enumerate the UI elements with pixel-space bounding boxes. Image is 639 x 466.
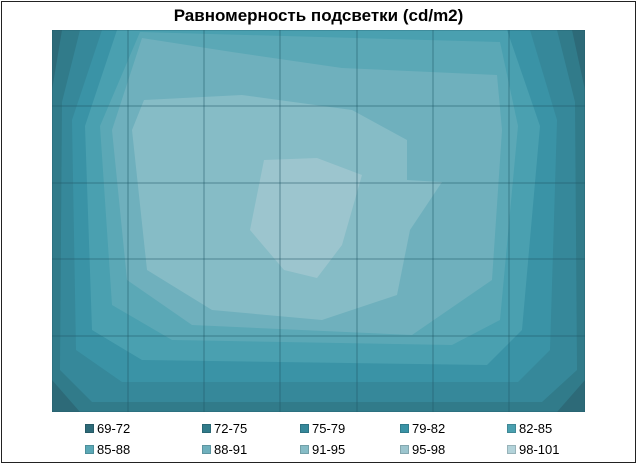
legend-swatch bbox=[400, 424, 409, 434]
legend-swatch bbox=[202, 424, 211, 434]
legend-label: 91-95 bbox=[312, 442, 346, 457]
legend-swatch bbox=[85, 445, 94, 455]
legend-swatch bbox=[507, 445, 516, 455]
chart-legend: 69-72 72-75 75-79 79-82 82-85 85-88 88-91 91-95… bbox=[85, 420, 585, 460]
legend-swatch bbox=[400, 445, 409, 455]
legend-label: 72-75 bbox=[214, 421, 248, 436]
legend-item: 85-88 bbox=[85, 441, 130, 459]
legend-item: 79-82 bbox=[400, 420, 445, 438]
band-95-98 bbox=[250, 158, 362, 278]
legend-label: 88-91 bbox=[214, 442, 248, 457]
legend-swatch bbox=[300, 424, 309, 434]
legend-item: 95-98 bbox=[400, 441, 445, 459]
legend-label: 79-82 bbox=[412, 421, 446, 436]
legend-item: 98-101 bbox=[507, 441, 559, 459]
legend-swatch bbox=[202, 445, 211, 455]
legend-swatch bbox=[507, 424, 516, 434]
legend-label: 82-85 bbox=[519, 421, 553, 436]
chart-title: Равномерность подсветки (cd/m2) bbox=[173, 6, 464, 25]
legend-item: 88-91 bbox=[202, 441, 247, 459]
legend-label: 95-98 bbox=[412, 442, 446, 457]
legend-swatch bbox=[85, 424, 94, 434]
legend-item: 82-85 bbox=[507, 420, 552, 438]
legend-swatch bbox=[300, 445, 309, 455]
legend-label: 75-79 bbox=[312, 421, 346, 436]
legend-label: 85-88 bbox=[97, 442, 131, 457]
legend-item: 75-79 bbox=[300, 420, 345, 438]
legend-label: 69-72 bbox=[97, 421, 131, 436]
legend-item: 69-72 bbox=[85, 420, 130, 438]
legend-item: 91-95 bbox=[300, 441, 345, 459]
grid-lines bbox=[52, 30, 585, 412]
contour-plot bbox=[52, 30, 585, 412]
legend-item: 72-75 bbox=[202, 420, 247, 438]
legend-label: 98-101 bbox=[519, 442, 560, 457]
